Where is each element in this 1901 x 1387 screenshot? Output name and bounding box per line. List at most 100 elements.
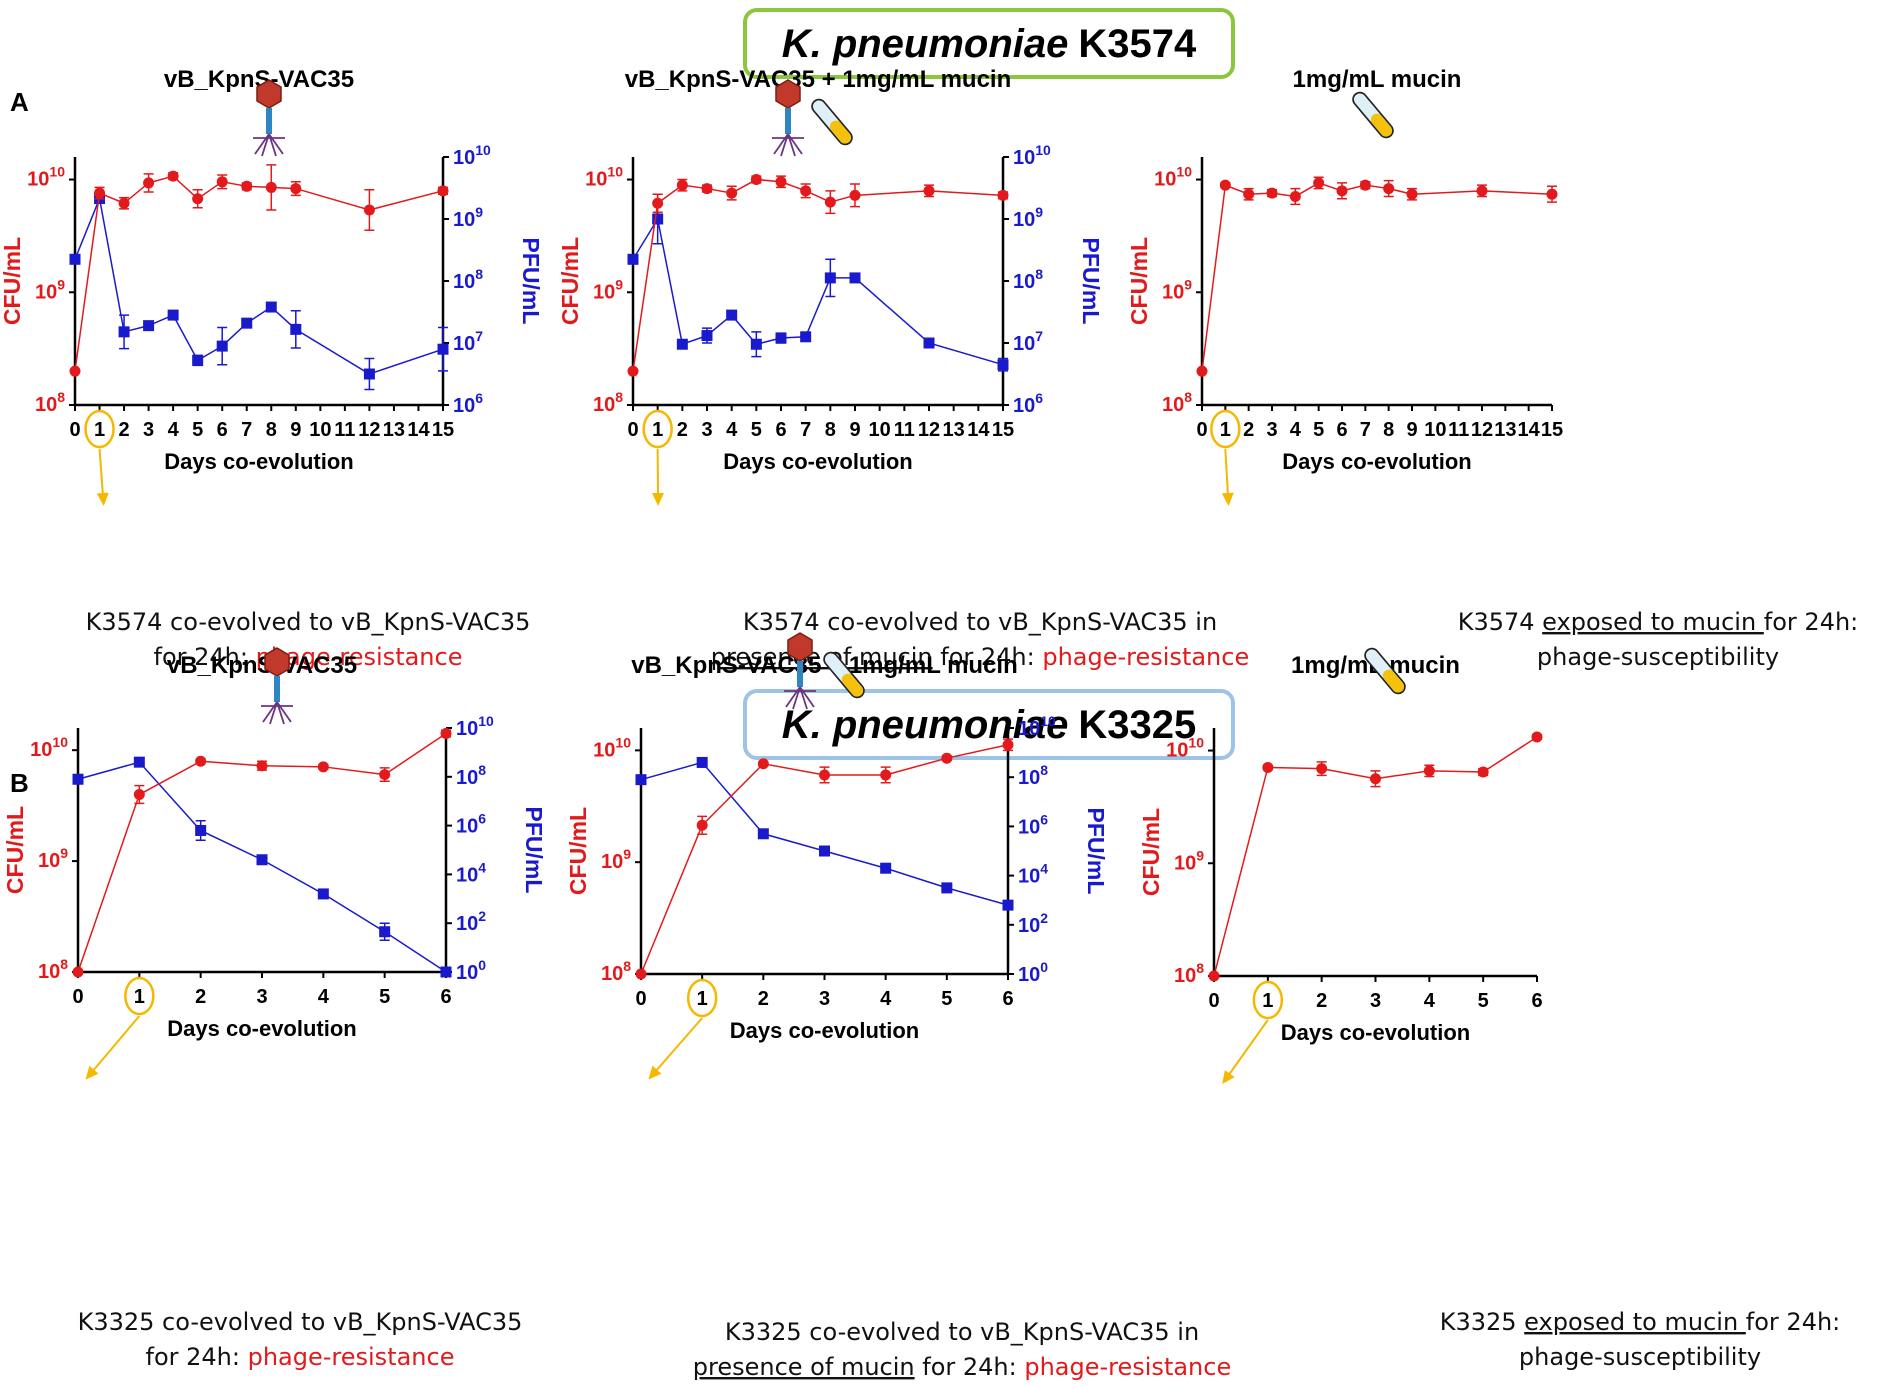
- cfu-point: [1531, 731, 1543, 743]
- x-tick-label: 0: [627, 419, 638, 441]
- y-tick-label: 1010: [1154, 164, 1192, 191]
- cfu-point: [757, 758, 769, 770]
- x-tick-label: 1: [652, 419, 663, 441]
- svg-text:K3574 exposed to mucin for 24: K3574 exposed to mucin for 24h:: [1458, 608, 1859, 636]
- x-tick-label: 12: [358, 419, 380, 441]
- phage-icon: [784, 632, 816, 710]
- x-tick-label: 0: [69, 419, 80, 441]
- cfu-point: [627, 365, 639, 377]
- cfu-series: [635, 738, 1014, 980]
- cfu-point: [635, 968, 647, 980]
- svg-text:for 24h: phage-resistance: for 24h: phage-resistance: [146, 1343, 455, 1371]
- pfu-point: [775, 332, 787, 344]
- x-axis-label: Days co-evolution: [1281, 1020, 1470, 1045]
- chart-title: vB_KpnS-VAC35: [167, 652, 357, 679]
- pfu-point: [241, 317, 253, 329]
- phage-icon: [253, 79, 285, 157]
- x-tick-label: 6: [217, 419, 228, 441]
- day1-arrow-head: [1222, 1070, 1235, 1085]
- phage-legs: [784, 686, 816, 710]
- cfu-point: [1196, 365, 1208, 377]
- y-tick-label: 1010: [593, 734, 631, 761]
- x-axis-label: Days co-evolution: [730, 1018, 919, 1043]
- svg-text:presence of mucin for 24h: pha: presence of mucin for 24h: phage-resista…: [711, 643, 1249, 671]
- y2-tick-label: 108: [1013, 266, 1043, 293]
- mucin-tube-icon: [811, 98, 853, 146]
- cfu-point: [750, 174, 762, 186]
- caption-b2: K3325 co-evolved to vB_KpnS-VAC35 in pre…: [693, 1318, 1231, 1381]
- caption-a3-line1c: for 24h:: [1764, 608, 1858, 636]
- y-axis-label-right: PFU/mL: [1083, 808, 1109, 895]
- y2-tick-label: 109: [453, 204, 483, 231]
- cfu-point: [701, 183, 713, 195]
- pfu-point: [167, 309, 179, 321]
- caption-a2-line2c: phage-resistance: [1042, 643, 1249, 671]
- x-tick-label: 4: [168, 419, 180, 441]
- caption-a3-line2: phage-susceptibility: [1537, 643, 1779, 671]
- pfu-line: [74, 195, 444, 375]
- cfu-point: [941, 752, 953, 764]
- cfu-point: [133, 789, 145, 801]
- y2-tick-label: 100: [456, 957, 486, 984]
- x-tick-label: 2: [195, 986, 206, 1008]
- x-axis-label: Days co-evolution: [1282, 449, 1471, 474]
- x-tick-label: 10: [309, 419, 331, 441]
- y-tick-label: 1010: [585, 164, 623, 191]
- x-tick-label: 1: [1220, 419, 1231, 441]
- x-tick-label: 2: [758, 988, 769, 1010]
- strain-title-b-id: K3325: [1078, 703, 1196, 747]
- panel-label-b: B: [10, 768, 29, 798]
- y-axis-label-right: PFU/mL: [1078, 238, 1104, 325]
- x-tick-label: 8: [1383, 419, 1394, 441]
- y2-tick-label: 1010: [1018, 713, 1056, 740]
- pfu-point: [69, 253, 81, 265]
- y-tick-label: 109: [1162, 276, 1192, 303]
- strain-title-a-species: K. pneumoniae: [782, 22, 1069, 66]
- pfu-series: [72, 756, 452, 978]
- y2-tick-label: 102: [1018, 910, 1048, 937]
- y2-tick-label: 106: [456, 811, 486, 838]
- x-axis-label: Days co-evolution: [164, 449, 353, 474]
- day1-highlight-circle: [1210, 409, 1241, 449]
- chart-title: vB_KpnS-VAC35 + 1mg/mL mucin: [625, 66, 1012, 93]
- phage-legs: [261, 701, 293, 725]
- x-tick-label: 6: [1336, 419, 1347, 441]
- pfu-point: [757, 828, 769, 840]
- y2-tick-label: 1010: [453, 142, 491, 169]
- cfu-point: [143, 177, 155, 189]
- cfu-point: [437, 185, 449, 197]
- cfu-point: [195, 755, 207, 767]
- pfu-point: [652, 213, 664, 225]
- x-tick-label: 7: [1360, 419, 1371, 441]
- caption-a2-underline: presence of mucin: [711, 643, 933, 671]
- y2-tick-label: 104: [1018, 861, 1048, 888]
- cfu-series: [627, 174, 1009, 377]
- day1-highlight-circle: [642, 409, 673, 449]
- x-tick-label: 6: [1531, 990, 1542, 1012]
- x-tick-label: 5: [1478, 990, 1489, 1012]
- y-tick-label: 109: [35, 276, 65, 303]
- pfu-series: [627, 193, 1009, 372]
- panel-label-a: A: [10, 87, 29, 117]
- pfu-point: [437, 343, 449, 355]
- day1-arrow: [654, 1017, 703, 1073]
- y-tick-label: 1010: [30, 734, 68, 761]
- y2-tick-label: 100: [1018, 959, 1048, 986]
- pfu-point: [72, 773, 84, 785]
- x-tick-label: 11: [894, 419, 915, 441]
- x-tick-label: 5: [941, 988, 952, 1010]
- cfu-point: [265, 181, 277, 193]
- pfu-point: [824, 272, 836, 284]
- pfu-line: [77, 761, 447, 973]
- cfu-point: [726, 187, 738, 199]
- x-tick-label: 14: [407, 419, 430, 441]
- caption-b1-line2a: for 24h:: [146, 1343, 248, 1371]
- cfu-point: [1359, 179, 1371, 191]
- day1-arrow: [98, 448, 104, 497]
- pfu-series: [635, 756, 1014, 911]
- caption-b1-line2b: phage-resistance: [248, 1343, 455, 1371]
